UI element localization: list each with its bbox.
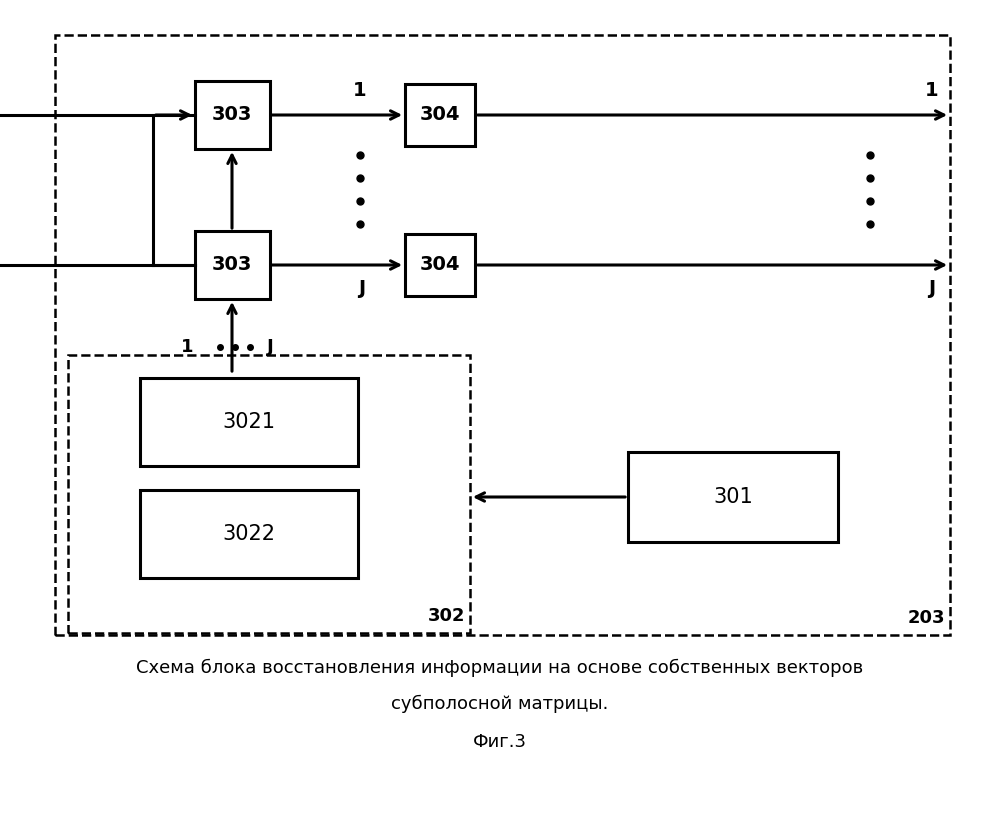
Text: 203: 203 [908,609,945,627]
Bar [405,234,475,296]
Text: 303: 303 [212,105,252,125]
Text: 303: 303 [212,255,252,274]
Text: J: J [928,278,936,298]
Text: Фиг.3: Фиг.3 [473,733,527,751]
Bar [405,84,475,146]
Bar [140,378,358,466]
Bar [195,81,270,149]
Text: 1: 1 [925,81,939,100]
Text: 302: 302 [428,607,465,625]
Bar [628,452,838,542]
Text: 3021: 3021 [222,412,276,432]
Bar [140,490,358,578]
Bar [195,231,270,299]
Bar [68,355,470,633]
Text: J: J [358,278,366,298]
Text: Схема блока восстановления информации на основе собственных векторов: Схема блока восстановления информации на… [136,659,864,677]
Text: 301: 301 [713,487,753,507]
Text: 304: 304 [420,105,460,125]
Bar [55,35,950,635]
Text: 1: 1 [353,81,367,100]
Text: J: J [267,338,273,356]
Text: 304: 304 [420,255,460,274]
Text: 3022: 3022 [222,524,276,544]
Text: 1: 1 [181,338,193,356]
Text: субполосной матрицы.: субполосной матрицы. [391,695,609,713]
